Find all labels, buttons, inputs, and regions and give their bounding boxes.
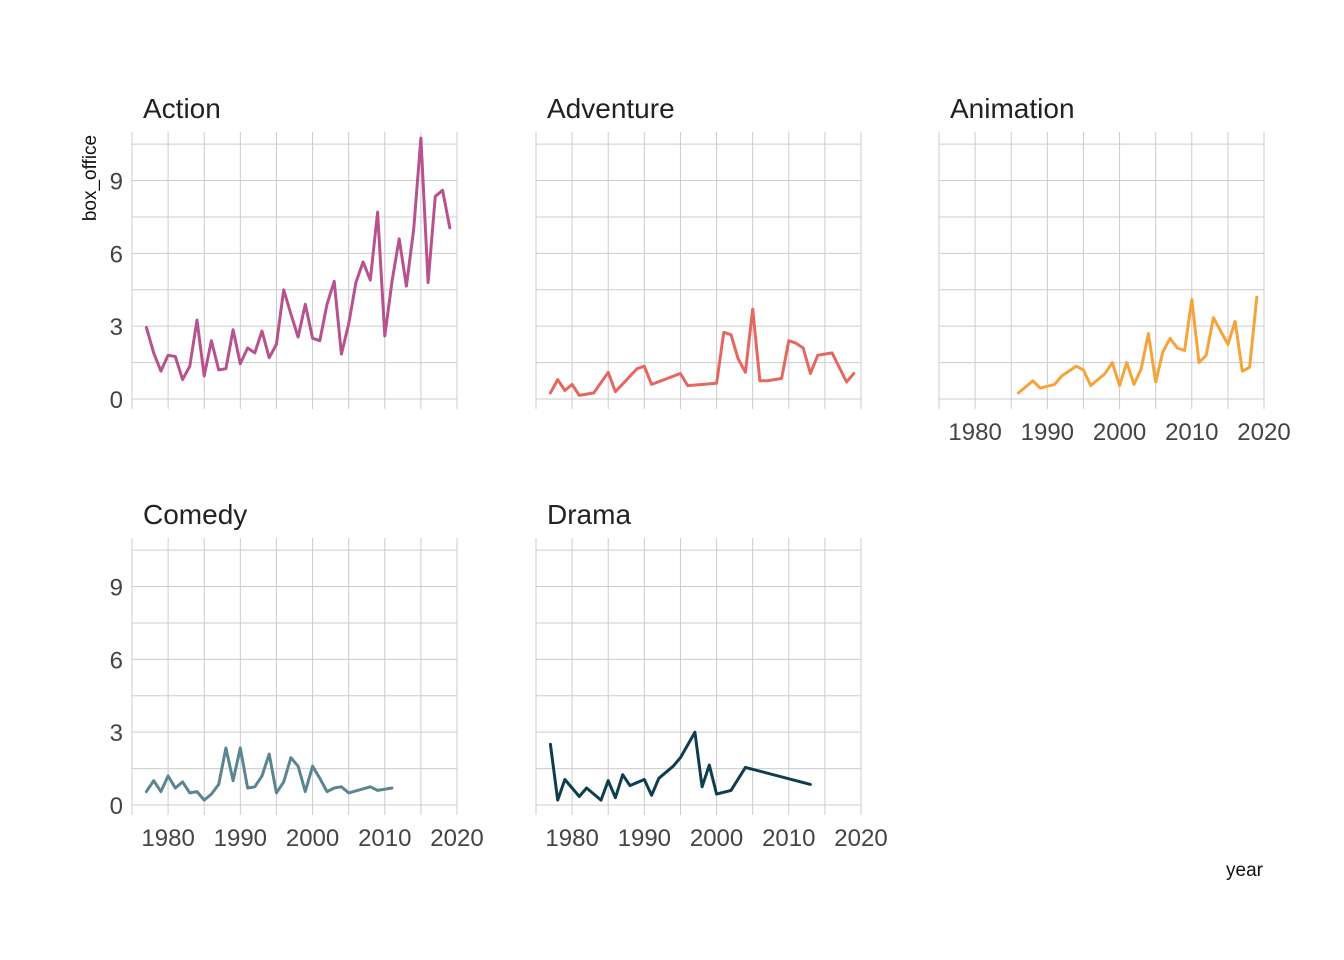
y-tick-label: 6 bbox=[110, 241, 123, 268]
x-tick-label: 2010 bbox=[1165, 419, 1218, 446]
y-tick-label: 3 bbox=[110, 720, 123, 747]
x-tick-label: 1990 bbox=[214, 825, 267, 852]
panel-comedy: Comedy 1980 1990 2000 2010 2020 0 3 6 9 bbox=[110, 499, 484, 852]
facet-title-adventure: Adventure bbox=[547, 93, 675, 124]
facet-title-animation: Animation bbox=[950, 93, 1075, 124]
x-tick-label: 2020 bbox=[430, 825, 483, 852]
series-line-animation bbox=[1016, 295, 1259, 395]
y-axis-title: box_office bbox=[80, 135, 101, 221]
x-tick-label: 2010 bbox=[358, 825, 411, 852]
x-tick-label: 2020 bbox=[1237, 419, 1290, 446]
y-tick-label: 0 bbox=[110, 793, 123, 820]
series-line-adventure bbox=[548, 307, 856, 397]
x-tick-label: 2010 bbox=[762, 825, 815, 852]
x-tick-label: 1980 bbox=[545, 825, 598, 852]
y-tick-label: 0 bbox=[110, 387, 123, 414]
x-tick-label: 1980 bbox=[141, 825, 194, 852]
y-tick-label: 9 bbox=[110, 169, 123, 196]
facet-title-drama: Drama bbox=[547, 499, 631, 530]
series-line-action bbox=[144, 136, 452, 382]
x-tick-label: 2020 bbox=[834, 825, 887, 852]
y-tick-label: 6 bbox=[110, 647, 123, 674]
x-tick-label: 2000 bbox=[286, 825, 339, 852]
panel-drama: Drama 1980 1990 2000 2010 2020 bbox=[535, 499, 888, 852]
x-tick-label: 2000 bbox=[1093, 419, 1146, 446]
facet-title-action: Action bbox=[143, 93, 221, 124]
panel-animation: Animation 1980 1990 2000 2010 2020 bbox=[938, 93, 1291, 446]
y-tick-label: 3 bbox=[110, 314, 123, 341]
series-line-drama bbox=[548, 730, 812, 802]
x-tick-label: 1990 bbox=[618, 825, 671, 852]
panel-adventure: Adventure bbox=[535, 93, 862, 409]
x-tick-label: 1990 bbox=[1021, 419, 1074, 446]
panel-action: Action 0 3 6 9 bbox=[110, 93, 458, 414]
facet-panels: Action 0 3 6 9 Adventure Animation 1980 1990 2000… bbox=[110, 93, 1291, 852]
x-tick-label: 1980 bbox=[948, 419, 1001, 446]
x-tick-label: 2000 bbox=[690, 825, 743, 852]
series-line-comedy bbox=[144, 746, 394, 802]
x-axis-title: year bbox=[1226, 860, 1264, 881]
y-tick-label: 9 bbox=[110, 575, 123, 602]
facet-title-comedy: Comedy bbox=[143, 499, 247, 530]
